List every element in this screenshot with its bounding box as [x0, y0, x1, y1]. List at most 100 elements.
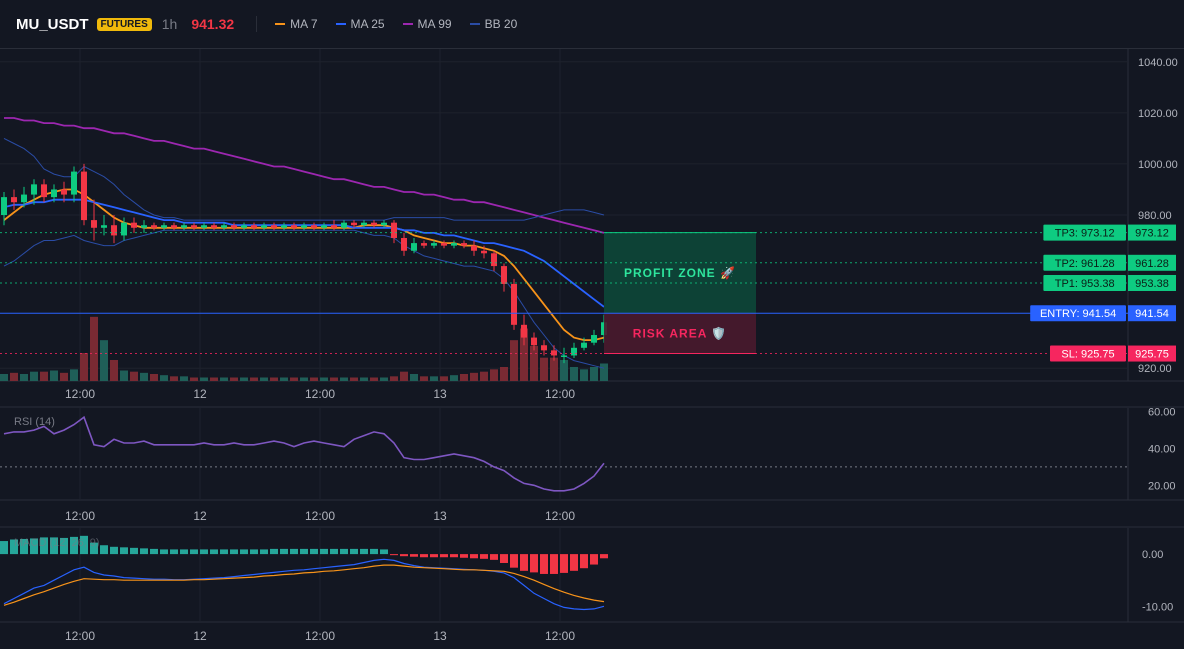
time-tick-label: 12:00	[65, 387, 95, 401]
candle-body	[421, 243, 427, 246]
candle-body	[131, 222, 137, 228]
price-tick-label: 920.00	[1138, 363, 1172, 375]
macd-histogram-bar	[570, 554, 578, 571]
candle-body	[361, 222, 367, 226]
macd-histogram-bar	[220, 549, 228, 555]
rsi-tick-label: 60.00	[1148, 407, 1176, 419]
macd-histogram-bar	[460, 554, 468, 558]
candle-body	[491, 253, 497, 267]
level-label: ENTRY: 941.54	[1040, 308, 1116, 320]
macd-histogram-bar	[250, 549, 258, 555]
candle-body	[381, 222, 387, 226]
candle-body	[371, 222, 377, 226]
candle-body	[341, 222, 347, 228]
macd-histogram-bar	[390, 554, 398, 556]
candle-body	[241, 225, 247, 228]
macd-histogram-bar	[380, 549, 388, 555]
macd-histogram-bar	[20, 538, 28, 555]
price-tick-label: 1000.00	[1138, 159, 1178, 171]
time-tick-label: 13	[433, 387, 447, 401]
candle-body	[81, 171, 87, 221]
candle-body	[201, 225, 207, 228]
volume-bar	[310, 377, 318, 381]
candle-body	[401, 237, 407, 251]
macd-histogram-bar	[300, 548, 308, 555]
macd-histogram-bar	[180, 549, 188, 555]
macd-tick-label: 0.00	[1142, 549, 1163, 561]
volume-bar	[160, 375, 168, 381]
macd-histogram-bar	[410, 554, 418, 557]
macd-histogram-bar	[80, 535, 88, 555]
macd-histogram-bar	[280, 548, 288, 555]
bb20-swatch	[469, 23, 480, 25]
volume-bar	[360, 377, 368, 381]
volume-bar	[600, 363, 608, 381]
macd-histogram-bar	[30, 538, 38, 555]
candle-body	[251, 225, 257, 228]
legend-ma25[interactable]: MA 25	[335, 17, 385, 31]
macd-histogram-bar	[520, 554, 528, 571]
level-price-box	[1128, 254, 1176, 271]
volume-bar	[390, 376, 398, 381]
volume-bar	[480, 371, 488, 381]
candle-body	[571, 347, 577, 356]
level-price-box	[1128, 274, 1176, 291]
macd-histogram-bar	[70, 536, 78, 555]
level-price: 961.28	[1135, 258, 1169, 270]
candle-body	[231, 225, 237, 228]
legend-ma7[interactable]: MA 7	[275, 17, 318, 31]
macd-histogram-bar	[100, 545, 108, 555]
volume-bar	[580, 369, 588, 381]
candle-body	[481, 250, 487, 254]
macd-histogram-bar	[600, 554, 608, 559]
time-tick-label: 12:00	[65, 629, 95, 643]
macd-histogram-bar	[450, 554, 458, 558]
macd-histogram-bar	[210, 549, 218, 555]
level-price: 925.75	[1135, 349, 1169, 361]
volume-bar	[280, 377, 288, 381]
time-tick-label: 13	[433, 629, 447, 643]
candle-body	[141, 225, 147, 228]
time-tick-label: 12:00	[545, 629, 575, 643]
volume-bar	[330, 377, 338, 381]
candle-body	[531, 337, 537, 346]
candle-body	[111, 225, 117, 236]
candle-body	[591, 335, 597, 343]
macd-title: MACD (12, 26, 9)	[14, 537, 100, 549]
volume-bar	[240, 377, 248, 381]
macd-histogram-bar	[240, 549, 248, 555]
symbol-name[interactable]: MU_USDT	[16, 15, 89, 33]
candle-body	[261, 225, 267, 228]
legend-ma7-label: MA 7	[290, 17, 318, 31]
legend-bb20[interactable]: BB 20	[469, 17, 517, 31]
candle-body	[271, 225, 277, 228]
macd-histogram-bar	[340, 548, 348, 555]
candle-body	[441, 243, 447, 246]
volume-bar	[0, 374, 8, 381]
volume-bar	[20, 374, 28, 381]
macd-histogram-bar	[50, 537, 58, 555]
legend-ma99[interactable]: MA 99	[402, 17, 452, 31]
macd-histogram-bar	[530, 554, 538, 573]
rsi-tick-label: 40.00	[1148, 443, 1176, 455]
macd-tick-label: -10.00	[1142, 601, 1173, 613]
candle-body	[541, 345, 547, 351]
series-line-ma-99	[4, 117, 605, 234]
candle-body	[301, 225, 307, 228]
candle-body	[151, 225, 157, 228]
macd-histogram-bar	[270, 548, 278, 555]
level-label-box	[1030, 305, 1126, 322]
volume-bar	[300, 377, 308, 381]
macd-histogram-bar	[60, 537, 68, 555]
volume-bar	[40, 371, 48, 381]
volume-bar	[190, 377, 198, 381]
candle-body	[351, 222, 357, 226]
volume-bar	[420, 376, 428, 381]
macd-histogram-bar	[590, 554, 598, 565]
macd-histogram-bar	[510, 554, 518, 568]
volume-bar	[30, 371, 38, 381]
timeframe-selector[interactable]: 1h	[161, 16, 178, 32]
candle-body	[221, 225, 227, 228]
volume-bar	[230, 377, 238, 381]
